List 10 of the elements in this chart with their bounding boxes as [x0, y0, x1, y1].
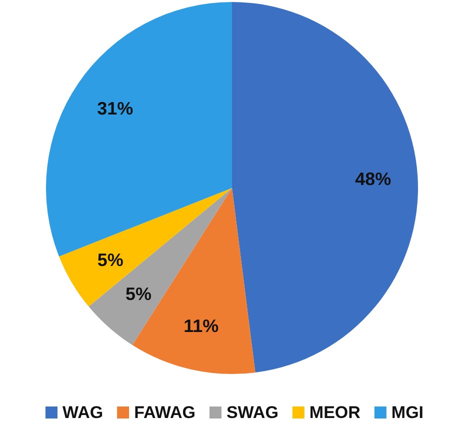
- legend-label: SWAG: [226, 403, 278, 422]
- data-label: 11%: [184, 316, 219, 336]
- data-label: 5%: [97, 250, 124, 270]
- data-label: 48%: [355, 169, 392, 190]
- data-label: 31%: [97, 98, 134, 119]
- legend-label: FAWAG: [134, 403, 196, 422]
- data-label: 5%: [126, 284, 152, 304]
- legend-label: MGI: [391, 403, 424, 422]
- legend-label: WAG: [62, 403, 104, 422]
- legend-label: MEOR: [309, 403, 360, 422]
